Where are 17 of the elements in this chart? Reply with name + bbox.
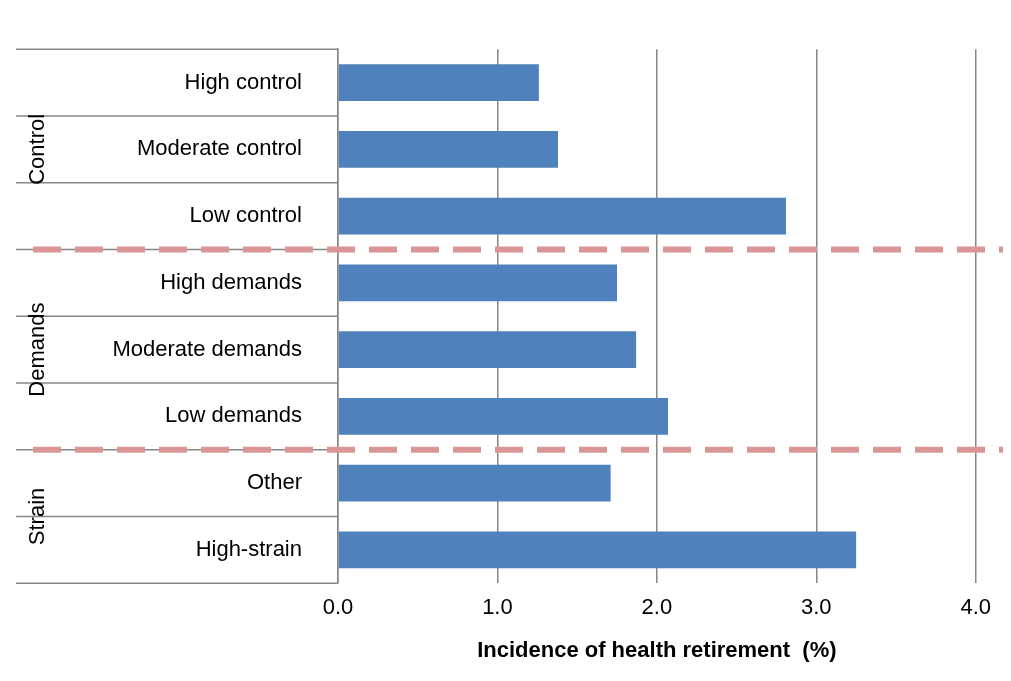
x-tick-label: 2.0 — [641, 594, 673, 620]
y-tick-label: High-strain — [195, 535, 302, 561]
x-tick-label: 1.0 — [482, 594, 513, 620]
text: Control — [24, 113, 50, 185]
y-tick-label: Low demands — [165, 402, 302, 428]
text: Strain — [24, 487, 50, 546]
y-tick-label: Low control — [189, 202, 302, 228]
x-axis-title: Incidence of health retirement (%) — [477, 636, 837, 662]
x-tick-label: 0.0 — [322, 594, 354, 620]
text: Demands — [24, 302, 50, 397]
y-tick-label: Moderate demands — [112, 335, 302, 361]
y-tick-label: Other — [246, 469, 302, 495]
x-tick-label: 4.0 — [960, 594, 992, 620]
x-tick-label: 3.0 — [800, 594, 832, 620]
y-tick-label: Moderate control — [136, 135, 302, 161]
y-tick-label: High control — [184, 68, 302, 94]
y-tick-label: High demands — [160, 268, 302, 294]
